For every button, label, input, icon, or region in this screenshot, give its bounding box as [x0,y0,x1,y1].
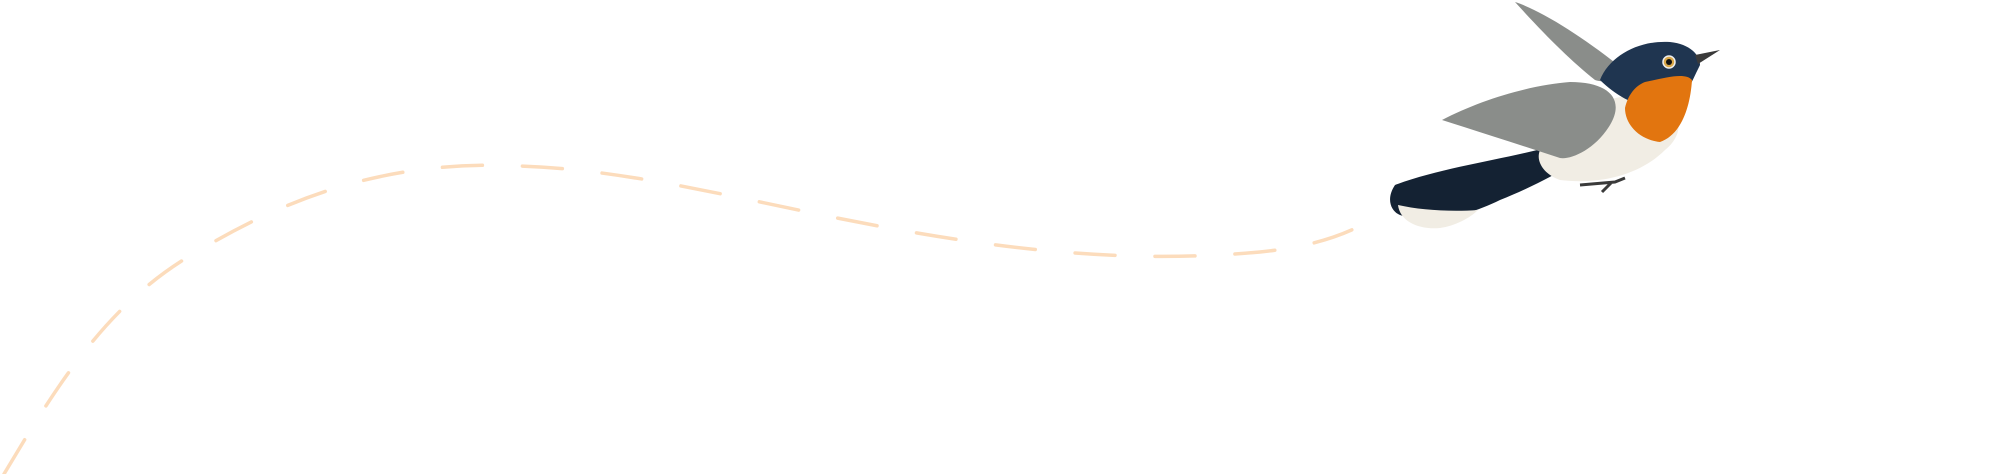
bird-pupil [1666,59,1672,65]
bird-feet [1579,176,1626,194]
bird-icon [1390,2,1720,229]
bird-throat [1625,76,1692,142]
bird-beak [1695,50,1720,64]
bird-tail [1390,148,1570,220]
dashed-flight-path [2,163,1362,474]
bird-tail-tips [1398,205,1478,229]
bird-front-wing [1442,82,1616,159]
bird-back-wing [1515,2,1620,82]
